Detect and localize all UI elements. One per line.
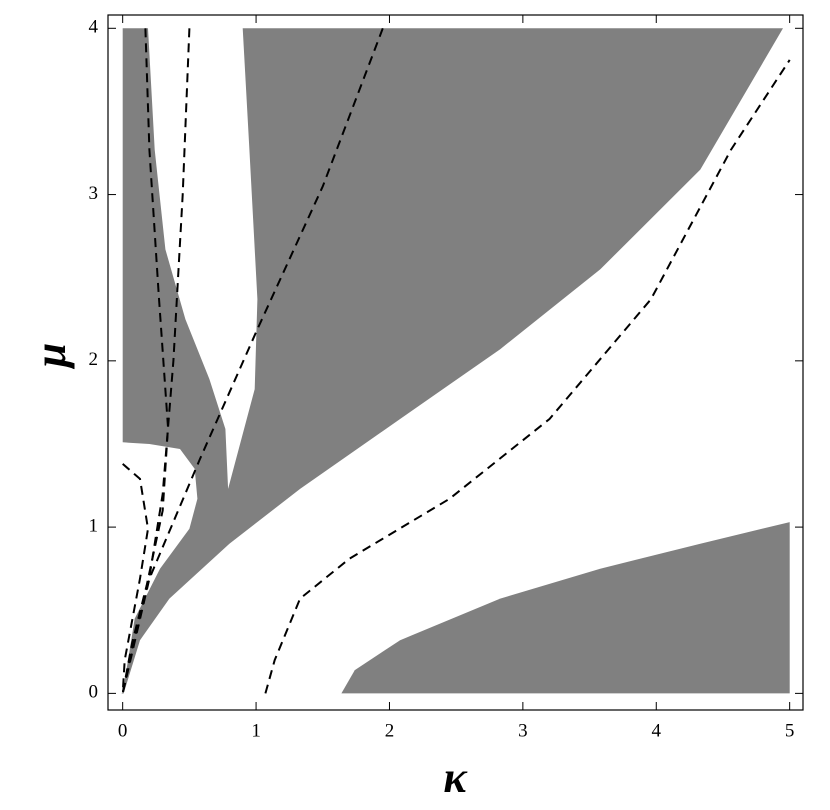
- y-tick-label: 2: [89, 349, 99, 370]
- y-tick-label: 3: [89, 183, 99, 204]
- region: [341, 522, 790, 694]
- x-tick-label: 2: [385, 720, 395, 741]
- x-tick-label: 0: [118, 720, 128, 741]
- x-tick-label: 1: [251, 720, 261, 741]
- x-axis-label: κ: [443, 753, 468, 802]
- plot-frame: [107, 14, 804, 711]
- x-tick-label: 4: [652, 720, 662, 741]
- region: [122, 28, 783, 694]
- x-tick-label: 3: [518, 720, 528, 741]
- dashed-curve: [264, 59, 791, 694]
- y-tick-label: 4: [89, 17, 99, 38]
- dashed-curve: [121, 27, 384, 694]
- dashed-curve: [121, 463, 150, 694]
- y-tick-label: 1: [89, 515, 99, 536]
- x-tick-label: 5: [785, 720, 795, 741]
- y-axis-label: μ: [26, 343, 75, 369]
- y-tick-label: 0: [89, 682, 99, 703]
